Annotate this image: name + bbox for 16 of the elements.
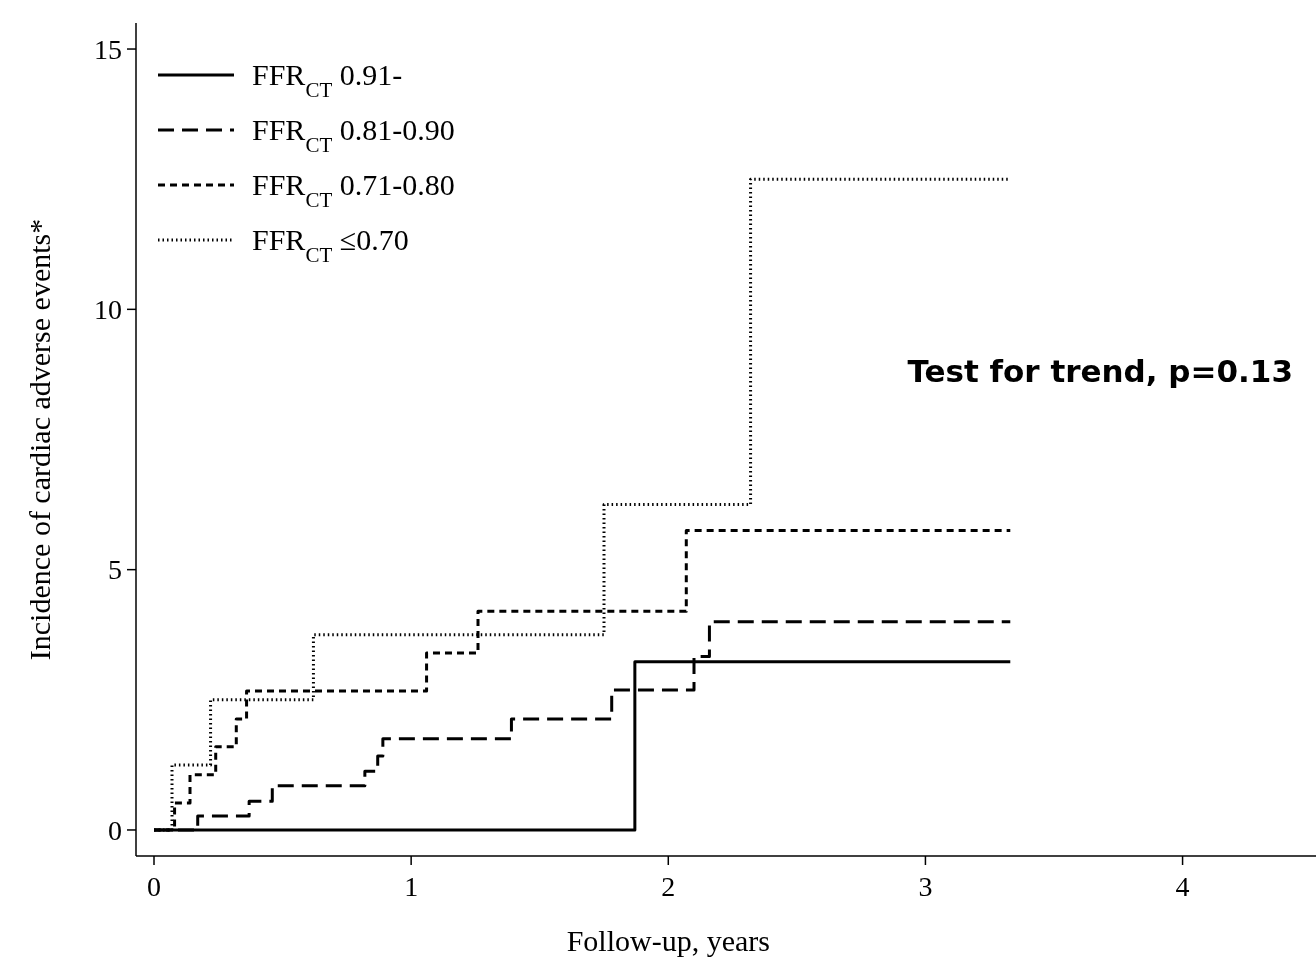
legend-label: FFR$_{CT}$ ≤0.70: [252, 223, 409, 267]
legend-label: FFR$_{CT}$ 0.81-0.90: [252, 113, 455, 157]
x-axis-title: Follow-up, years: [566, 924, 770, 957]
x-tick-label: 1: [404, 871, 419, 902]
y-axis-title: Incidence of cardiac adverse events*: [23, 218, 56, 661]
x-tick-label: 0: [147, 871, 161, 902]
x-tick-label: 3: [918, 871, 933, 902]
y-tick-label: 10: [94, 294, 122, 326]
y-tick-label: 0: [108, 814, 122, 846]
legend-label: FFR$_{CT}$ 0.91-: [252, 58, 403, 102]
x-tick-label: 4: [1175, 871, 1190, 902]
annotation: Test for trend, p=0.13: [907, 353, 1293, 389]
y-tick-label: 15: [94, 33, 122, 65]
legend-label: FFR$_{CT}$ 0.71-0.80: [252, 168, 455, 212]
x-tick-label: 2: [661, 871, 676, 902]
y-tick-label: 5: [108, 554, 122, 586]
